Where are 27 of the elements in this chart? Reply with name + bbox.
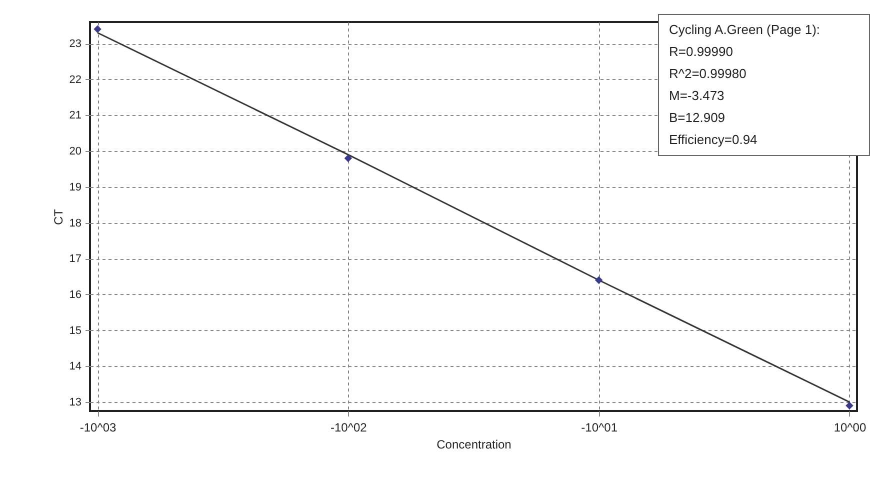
annotation: Efficiency=0.94 [669, 131, 758, 149]
y-tick-label: 13 [69, 396, 82, 409]
point [594, 276, 603, 284]
x-axis-title: Concentration [436, 438, 512, 452]
y-tick-label: 17 [69, 253, 82, 266]
x-tick-label: 10^00 [834, 420, 866, 434]
y-axis-title: CT [51, 208, 66, 225]
annotation: R=0.99990 [669, 43, 734, 61]
x-tick-label: -10^01 [581, 420, 618, 434]
y-tick-label: 20 [69, 146, 82, 158]
point [344, 154, 352, 162]
x-tick-label: -10^03 [80, 420, 117, 434]
point [94, 25, 102, 34]
annotation: Cycling A.Green (Page 1): [669, 21, 822, 39]
y-tick-label: 21 [69, 110, 82, 122]
y-tick-label: 16 [69, 288, 82, 301]
y-tick-label: 22 [69, 74, 82, 86]
y-tick-label: 19 [69, 181, 82, 194]
annotation: M=-3.473 [669, 87, 726, 105]
x-tick-label: -10^02 [330, 420, 368, 434]
annotation: R^2=0.99980 [669, 65, 748, 83]
y-tick-label: 23 [69, 38, 82, 50]
y-tick-label: 14 [69, 360, 82, 373]
y-tick-label: 18 [69, 217, 82, 230]
point [846, 402, 854, 410]
y-tick-label: 15 [69, 324, 82, 337]
annotation: B=12.909 [669, 109, 726, 127]
